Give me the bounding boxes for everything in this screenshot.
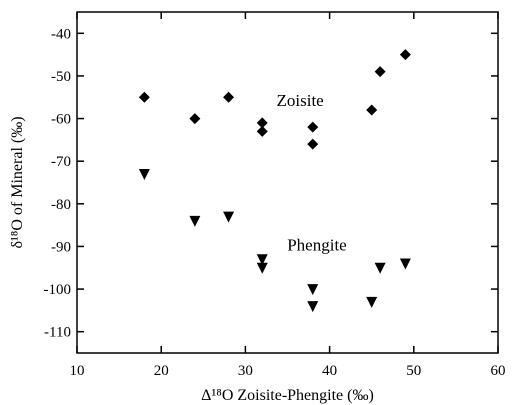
- x-axis-label: Δ¹⁸O Zoisite-Phengite (‰): [201, 387, 374, 404]
- y-tick-label: -70: [51, 154, 71, 170]
- triangle-down-marker: [366, 296, 378, 308]
- x-tick-label: 50: [406, 363, 421, 379]
- diamond-marker: [223, 91, 235, 103]
- diamond-marker: [256, 125, 268, 137]
- diamond-marker: [256, 117, 268, 129]
- diamond-marker: [399, 49, 411, 61]
- y-axis-label: δ¹⁸O of Mineral (‰): [9, 116, 26, 248]
- triangle-down-marker: [307, 301, 319, 313]
- y-tick-label: -40: [51, 26, 71, 42]
- triangle-down-marker: [256, 262, 268, 274]
- triangle-down-marker: [138, 168, 150, 180]
- diamond-marker: [374, 66, 386, 78]
- triangle-down-marker: [223, 211, 235, 223]
- diamond-marker: [189, 113, 201, 125]
- y-tick-label: -100: [44, 282, 72, 298]
- y-tick-label: -50: [51, 69, 71, 85]
- triangle-down-marker: [256, 254, 268, 266]
- triangle-down-marker: [399, 258, 411, 270]
- diamond-marker: [307, 138, 319, 150]
- y-tick-label: -80: [51, 197, 71, 213]
- y-axis-ticks: -110 -100 -90 -80 -70 -60 -50 -40: [44, 26, 498, 341]
- x-tick-label: 30: [238, 363, 253, 379]
- triangle-down-marker: [189, 215, 201, 227]
- plot-frame: [76, 11, 499, 354]
- diamond-marker: [366, 104, 378, 116]
- x-tick-label: 60: [491, 363, 506, 379]
- y-tick-label: -60: [51, 112, 71, 128]
- annotations: Zoisite Phengite: [277, 91, 347, 255]
- data-markers: [138, 49, 411, 313]
- x-tick-label: 20: [154, 363, 169, 379]
- y-tick-label: -90: [51, 239, 71, 255]
- annotation-label: Phengite: [287, 236, 347, 255]
- x-axis-ticks: 10 20 30 40 50 60: [70, 12, 506, 379]
- y-tick-label: -110: [44, 325, 71, 341]
- triangle-down-marker: [307, 284, 319, 296]
- diamond-marker: [138, 91, 150, 103]
- x-tick-label: 10: [70, 363, 85, 379]
- x-tick-label: 40: [322, 363, 337, 379]
- diamond-marker: [307, 121, 319, 133]
- annotation-label: Zoisite: [277, 91, 324, 110]
- triangle-down-marker: [374, 262, 386, 274]
